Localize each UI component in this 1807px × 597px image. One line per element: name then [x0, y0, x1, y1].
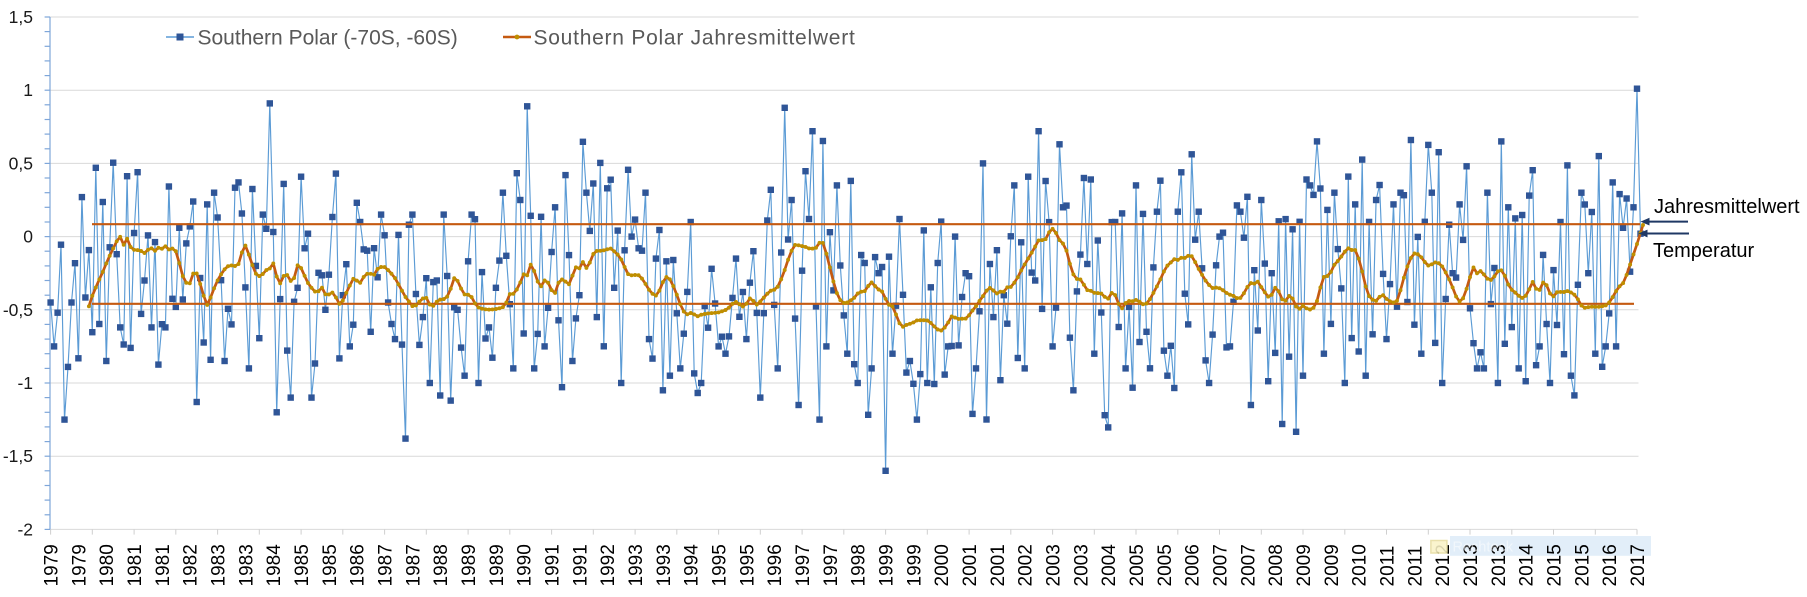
svg-text:1991: 1991: [570, 544, 591, 586]
svg-text:1984: 1984: [264, 544, 285, 587]
svg-text:1983: 1983: [236, 544, 257, 586]
svg-text:1989: 1989: [459, 544, 480, 586]
svg-text:2002: 2002: [1016, 544, 1037, 586]
svg-text:2010: 2010: [1350, 544, 1371, 586]
svg-text:2006: 2006: [1183, 544, 1204, 586]
svg-text:2013: 2013: [1461, 544, 1482, 586]
svg-text:2005: 2005: [1127, 544, 1148, 586]
svg-text:1980: 1980: [97, 544, 118, 586]
svg-text:2012: 2012: [1433, 544, 1454, 586]
svg-text:2009: 2009: [1294, 544, 1315, 586]
svg-text:1991: 1991: [543, 544, 564, 586]
svg-text:1979: 1979: [42, 544, 63, 586]
svg-text:Temperatur: Temperatur: [1653, 240, 1754, 262]
svg-text:2003: 2003: [1044, 544, 1065, 586]
svg-text:1999: 1999: [904, 544, 925, 586]
svg-text:1981: 1981: [153, 544, 174, 586]
svg-text:0,5: 0,5: [9, 153, 33, 173]
svg-text:2008: 2008: [1266, 544, 1287, 586]
svg-text:1981: 1981: [125, 544, 146, 586]
svg-text:1990: 1990: [515, 544, 536, 586]
svg-text:2007: 2007: [1210, 544, 1231, 586]
svg-text:1995: 1995: [737, 544, 758, 586]
svg-text:2011: 2011: [1377, 546, 1398, 587]
svg-text:2004: 2004: [1099, 544, 1120, 587]
svg-text:-2: -2: [17, 519, 33, 539]
svg-text:1999: 1999: [877, 544, 898, 586]
svg-text:1997: 1997: [793, 544, 814, 586]
svg-text:1988: 1988: [431, 544, 452, 586]
svg-text:1993: 1993: [626, 544, 647, 586]
svg-text:1: 1: [23, 80, 33, 100]
svg-text:1998: 1998: [849, 544, 870, 586]
svg-text:2001: 2001: [988, 544, 1009, 586]
svg-text:1987: 1987: [376, 544, 397, 586]
svg-text:2011: 2011: [1405, 546, 1426, 587]
svg-text:1986: 1986: [348, 544, 369, 586]
svg-text:2009: 2009: [1322, 544, 1343, 586]
svg-text:2007: 2007: [1238, 544, 1259, 586]
svg-text:2001: 2001: [960, 544, 981, 586]
svg-text:2014: 2014: [1517, 544, 1538, 587]
svg-text:1997: 1997: [821, 544, 842, 586]
svg-text:1992: 1992: [598, 544, 619, 586]
svg-text:0: 0: [23, 227, 33, 247]
svg-text:2016: 2016: [1600, 544, 1621, 586]
svg-text:1985: 1985: [292, 544, 313, 586]
svg-text:-1,5: -1,5: [3, 446, 33, 466]
svg-text:1983: 1983: [209, 544, 230, 586]
svg-text:-1: -1: [17, 373, 33, 393]
svg-text:1987: 1987: [403, 544, 424, 586]
svg-text:2015: 2015: [1572, 544, 1593, 586]
svg-text:2005: 2005: [1155, 544, 1176, 586]
svg-text:1979: 1979: [69, 544, 90, 586]
svg-text:-0,5: -0,5: [3, 300, 33, 320]
svg-text:Southern Polar (-70S, -60S): Southern Polar (-70S, -60S): [198, 27, 458, 50]
svg-text:Jahresmittelwert: Jahresmittelwert: [1654, 196, 1800, 218]
svg-text:1994: 1994: [682, 544, 703, 587]
svg-text:1,5: 1,5: [9, 7, 33, 27]
svg-text:2013: 2013: [1489, 544, 1510, 586]
svg-text:2003: 2003: [1071, 544, 1092, 586]
svg-text:Southern Polar Jahresmittelwer: Southern Polar Jahresmittelwert: [534, 27, 856, 50]
svg-text:2017: 2017: [1628, 544, 1649, 586]
svg-text:1996: 1996: [765, 544, 786, 586]
svg-text:1985: 1985: [320, 544, 341, 586]
svg-text:2000: 2000: [932, 544, 953, 586]
svg-text:Rechteck: Rechteck: [1453, 540, 1514, 556]
svg-text:1989: 1989: [487, 544, 508, 586]
svg-text:1982: 1982: [181, 544, 202, 586]
svg-text:2015: 2015: [1544, 544, 1565, 586]
svg-text:1993: 1993: [654, 544, 675, 586]
svg-text:1995: 1995: [710, 544, 731, 586]
